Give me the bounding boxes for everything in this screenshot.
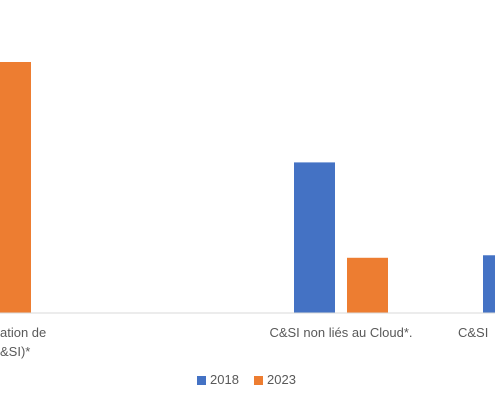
category-labels: ation de&SI)* C&SI non liés au Cloud*. C&S… <box>0 325 488 359</box>
bar-2018-cat-1 <box>294 162 335 313</box>
category-label-1-line-0: C&SI non liés au Cloud*. <box>269 325 412 340</box>
category-label-2-line-0: C&SI <box>458 325 488 340</box>
legend-swatch-2023 <box>254 376 263 385</box>
category-label-0-line-1: &SI)* <box>0 344 30 359</box>
legend-label-2018: 2018 <box>210 372 239 387</box>
bars-group <box>0 62 495 313</box>
category-label-0-line-0: ation de <box>0 325 46 340</box>
bar-2023-cat-1 <box>347 257 388 313</box>
legend-label-2023: 2023 <box>267 372 296 387</box>
legend: 2018 2023 <box>197 372 296 387</box>
legend-swatch-2018 <box>197 376 206 385</box>
bar-2023-cat-0 <box>0 62 31 313</box>
bar-2018-cat-2 <box>483 255 495 313</box>
